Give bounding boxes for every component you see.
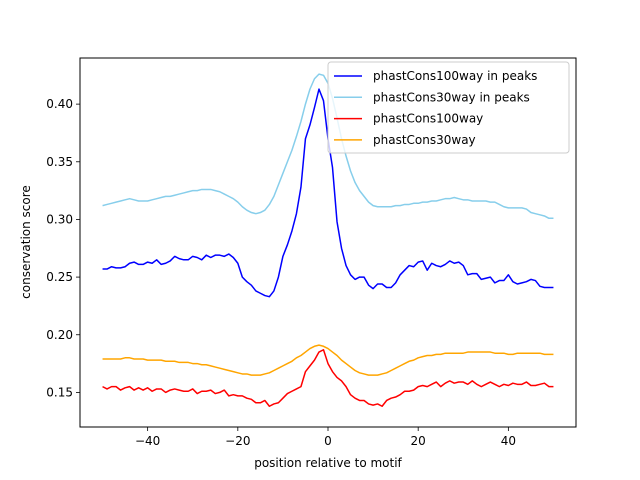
legend: phastCons100way in peaks phastCons30way i… [327,61,570,154]
y-axis: 0.15 0.20 0.25 0.30 0.35 0.40 [46,97,80,399]
x-tick-label: 20 [411,434,426,448]
y-tick-label: 0.25 [46,270,73,284]
y-tick-label: 0.20 [46,328,73,342]
x-axis: −40 −20 0 20 40 [135,427,516,448]
legend-label-3: phastCons100way [373,112,483,126]
y-tick-label: 0.35 [46,155,73,169]
y-tick-label: 0.15 [46,385,73,399]
x-tick-label: 40 [501,434,516,448]
x-tick-label: 0 [324,434,332,448]
x-axis-label: position relative to motif [254,456,402,470]
legend-label-4: phastCons30way [373,133,476,147]
y-axis-label: conservation score [19,185,33,299]
series-line-4 [102,344,554,376]
y-tick-label: 0.40 [46,97,73,111]
legend-label-2: phastCons30way in peaks [373,90,530,104]
legend-box [327,61,570,154]
x-tick-label: −40 [135,434,160,448]
legend-label-1: phastCons100way in peaks [373,69,537,83]
y-tick-label: 0.30 [46,212,73,226]
x-tick-label: −20 [225,434,250,448]
series-line-3 [102,348,554,407]
